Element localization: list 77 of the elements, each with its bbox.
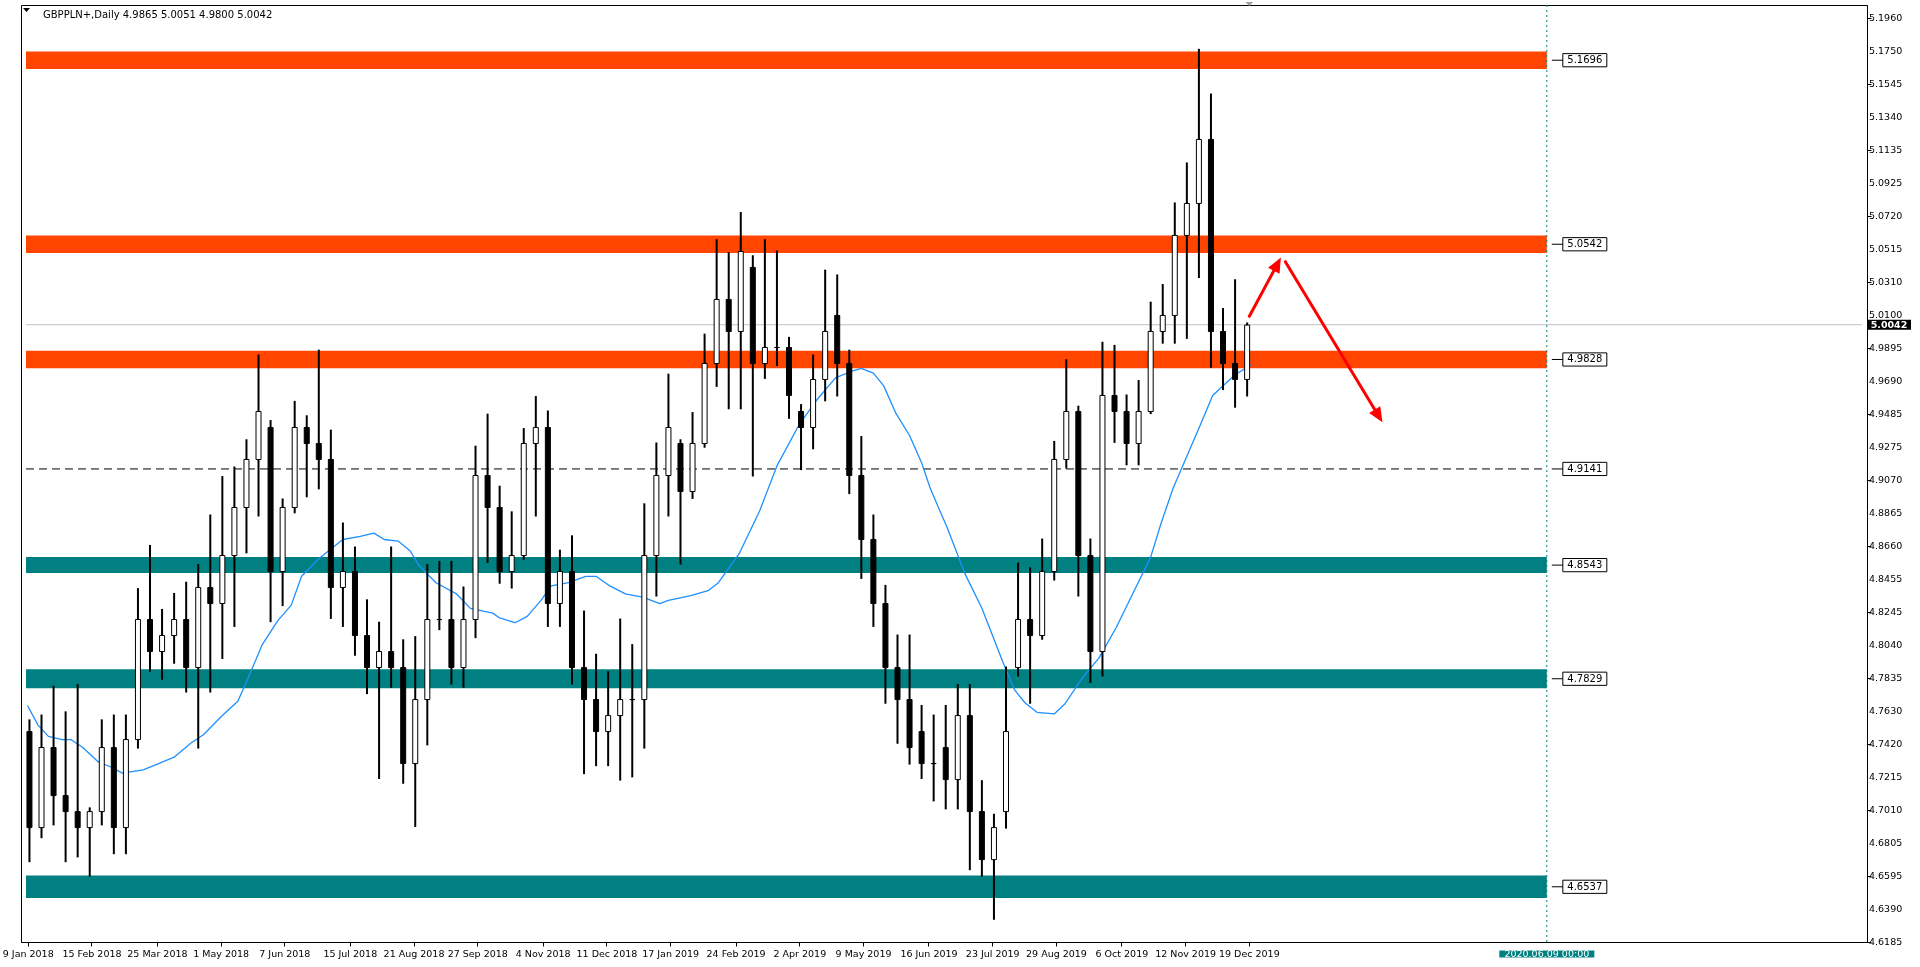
x-tick-label: 29 Aug 2019 xyxy=(1026,947,1087,959)
x-tick-label: 17 Jan 2019 xyxy=(642,947,700,959)
x-tick-label: 15 Feb 2018 xyxy=(62,947,122,959)
y-tick-label: 4.6595 xyxy=(1869,870,1903,882)
band-label: 5.0542 xyxy=(1567,238,1603,250)
band-label: 4.9828 xyxy=(1567,353,1603,365)
x-tick-label: 27 Sep 2018 xyxy=(447,947,508,959)
y-tick-label: 4.8455 xyxy=(1869,572,1903,584)
candlestick xyxy=(159,608,166,680)
candlestick xyxy=(1027,567,1034,704)
y-tick-label: 4.8040 xyxy=(1869,639,1903,651)
band-label: 4.6537 xyxy=(1567,880,1603,892)
y-tick-label: 4.7630 xyxy=(1869,704,1903,716)
y-tick-label: 5.1545 xyxy=(1869,78,1903,90)
x-tick-label: 15 Jul 2018 xyxy=(323,947,378,959)
y-tick-label: 4.7835 xyxy=(1869,671,1903,683)
chart-title: GBPPLN+,Daily 4.9865 5.0051 4.9800 5.0042 xyxy=(43,9,273,20)
x-tick-label: 19 Dec 2019 xyxy=(1219,947,1280,959)
x-tick-label: 2 Apr 2019 xyxy=(773,947,827,959)
x-tick-label: 21 Aug 2018 xyxy=(383,947,445,959)
candlestick xyxy=(86,807,93,877)
y-tick-label: 4.8245 xyxy=(1869,606,1903,618)
x-tick-label: 16 Jun 2019 xyxy=(900,947,958,959)
x-tick-label: 7 Jun 2018 xyxy=(259,947,311,959)
x-tick-label: 24 Feb 2019 xyxy=(706,947,766,959)
y-tick-label: 5.1750 xyxy=(1869,45,1903,57)
candlestick xyxy=(74,684,81,858)
x-tick-label: 9 May 2019 xyxy=(835,947,892,959)
band-label: 4.8543 xyxy=(1567,559,1603,571)
line-series xyxy=(27,364,1252,774)
ref-line-label: 2020.06.09 00:00 xyxy=(1504,948,1590,959)
band-label: 4.7829 xyxy=(1567,672,1603,684)
candlestick xyxy=(388,546,395,688)
ref-line-label: 5.0042 xyxy=(1870,318,1908,330)
x-tick-label: 6 Oct 2019 xyxy=(1095,947,1149,959)
x-tick-label: 12 Nov 2019 xyxy=(1155,947,1217,959)
x-tick-label: 9 Jan 2018 xyxy=(2,947,54,959)
y-tick-label: 5.1340 xyxy=(1869,111,1903,123)
ref-line-label: 4.9141 xyxy=(1567,462,1603,474)
candlestick xyxy=(617,618,624,781)
y-tick-label: 4.9690 xyxy=(1869,375,1903,387)
y-tick-label: 4.9070 xyxy=(1869,474,1903,486)
y-tick-label: 5.0100 xyxy=(1869,309,1903,321)
y-tick-label: 5.0310 xyxy=(1869,275,1903,287)
candlestick xyxy=(1159,284,1166,344)
candlestick xyxy=(1111,344,1118,443)
candlestick xyxy=(605,671,612,767)
x-tick-label: 25 Mar 2018 xyxy=(127,947,188,959)
y-tick-label: 4.8865 xyxy=(1869,507,1903,519)
y-tick-label: 4.8660 xyxy=(1869,539,1903,551)
candlestick xyxy=(62,711,69,863)
y-tick-label: 4.9485 xyxy=(1869,407,1903,419)
x-tick-label: 4 Nov 2018 xyxy=(515,947,571,959)
y-tick-label: 5.1960 xyxy=(1869,11,1903,23)
candlestick xyxy=(376,621,383,779)
candlestick xyxy=(207,514,214,693)
y-tick-label: 4.7215 xyxy=(1869,771,1903,783)
y-tick-label: 4.7010 xyxy=(1869,803,1903,815)
y-tick-label: 4.6185 xyxy=(1869,936,1903,947)
y-tick-label: 4.6805 xyxy=(1869,836,1903,848)
y-tick-label: 5.1135 xyxy=(1869,143,1903,155)
x-tick-label: 1 May 2018 xyxy=(193,947,250,959)
band-label: 5.1696 xyxy=(1567,54,1603,66)
candlestick xyxy=(508,511,515,589)
candlestick xyxy=(171,592,178,664)
y-tick-label: 5.0925 xyxy=(1869,177,1903,189)
candlestick xyxy=(761,239,768,379)
candlestick xyxy=(339,522,346,627)
y-tick-label: 4.9275 xyxy=(1869,441,1903,453)
y-tick-label: 4.7420 xyxy=(1869,738,1903,750)
y-tick-label: 4.6390 xyxy=(1869,903,1903,915)
y-tick-label: 4.9895 xyxy=(1869,342,1903,354)
candlestick xyxy=(1232,279,1239,408)
y-tick-label: 5.0720 xyxy=(1869,210,1903,222)
y-tick-label: 5.0515 xyxy=(1869,243,1903,255)
x-tick-label: 11 Dec 2018 xyxy=(576,947,638,959)
x-tick-label: 23 Jul 2019 xyxy=(965,947,1020,959)
